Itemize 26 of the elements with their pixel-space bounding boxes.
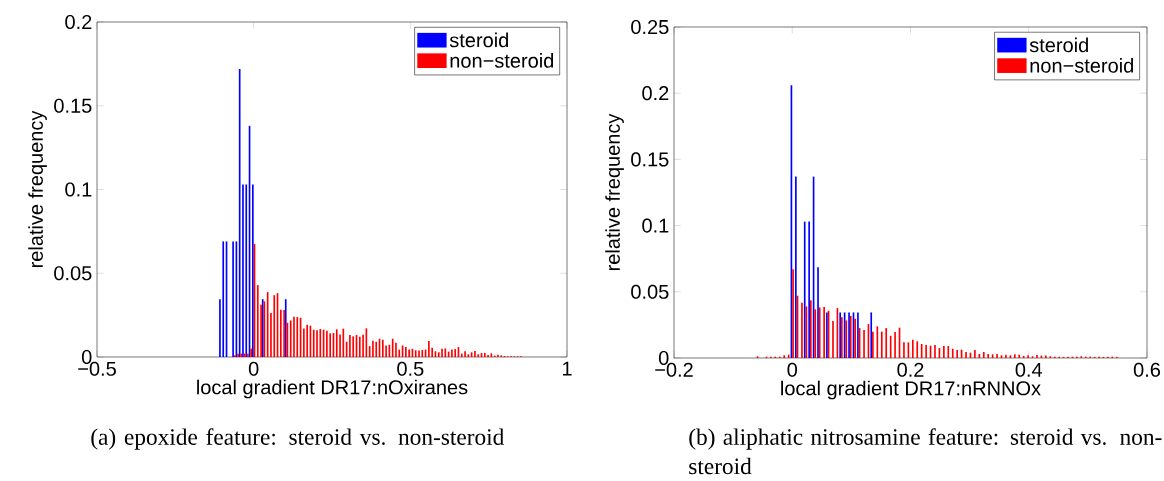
x-tick-label: 1: [562, 361, 572, 376]
y-tick-label: 0.25: [631, 19, 669, 35]
y-tick-label: 0.15: [631, 152, 669, 167]
legend-label: non−steroid: [450, 53, 554, 68]
legend-label: steroid: [1029, 37, 1088, 53]
y-tick-label: 0.05: [631, 284, 669, 299]
y-tick-label: 0.2: [65, 14, 92, 30]
x-axis-title: local gradient DR17:nRNNOx: [781, 380, 1041, 400]
y-tick-label: 0.05: [54, 266, 92, 281]
x-tick-label: 0.6: [1133, 362, 1161, 377]
x-tick-label: 0.2: [897, 362, 924, 377]
legend-label: steroid: [449, 32, 508, 48]
legend-label: non−steroid: [1030, 58, 1133, 73]
y-tick-label: 0.1: [642, 218, 669, 233]
x-axis-title: local gradient DR17:nOxiranes: [197, 379, 468, 399]
x-tick-label: 0.5: [397, 361, 424, 376]
x-tick-label: 0: [248, 361, 259, 376]
y-tick-label: 0.2: [642, 86, 669, 101]
y-tick-label: 0.15: [54, 98, 92, 113]
y-axis-title: relative frequency: [28, 110, 47, 268]
text: (a) epoxide feature: steroid vs. non-steroid: [91, 428, 505, 450]
y-tick-label: 0.1: [65, 182, 92, 197]
x-tick-label: 0.4: [1015, 362, 1043, 377]
y-axis-title: relative frequency: [605, 113, 624, 271]
text: (b) aliphatic nitrosamine feature: steroid vs. non-steroid: [689, 428, 1162, 475]
x-tick-label: 0: [787, 362, 798, 377]
